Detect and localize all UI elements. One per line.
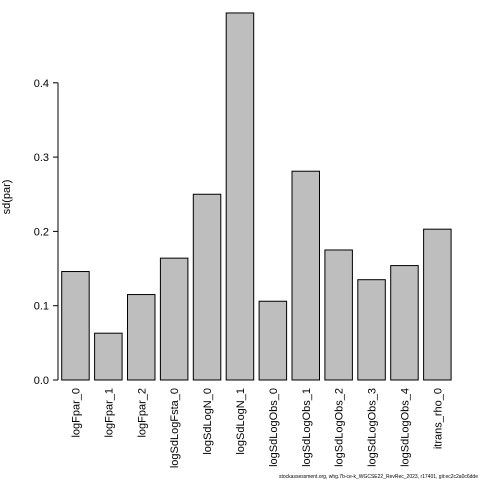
bar-logSdLogObs_0 (258, 300, 288, 381)
x-tick-label: logFpar_0 (70, 388, 82, 438)
y-axis-label: sd(par) (1, 180, 13, 215)
y-tick-label: 0.2 (34, 226, 49, 238)
bar-logSdLogN_0 (192, 193, 222, 381)
bar-logSdLogObs_4 (390, 265, 419, 381)
bar-logFpar_2 (127, 294, 156, 381)
x-tick-label: logSdLogObs_3 (367, 388, 379, 467)
x-tick-label: logFpar_1 (103, 388, 115, 438)
bar-logFpar_0 (61, 271, 90, 381)
y-tick-label: 0.1 (34, 301, 49, 313)
x-tick-label: logSdLogObs_2 (334, 388, 346, 467)
x-tick-label: logFpar_2 (136, 388, 148, 438)
x-tick-label: itrans_rho_0 (432, 388, 444, 449)
y-tick-label: 0.4 (34, 78, 49, 90)
bars (61, 12, 452, 381)
bar-logFpar_1 (94, 332, 123, 381)
x-tick-label: logSdLogObs_4 (399, 388, 411, 467)
bar-logSdLogObs_1 (291, 170, 320, 381)
bar-logSdLogN_1 (225, 12, 255, 381)
bar-logSdLogObs_2 (324, 249, 353, 381)
footer-caption: stockassessment.org, whg.7b-ce-k_WGCSE22… (279, 474, 478, 480)
x-tick-label: logSdLogN_0 (202, 388, 214, 455)
x-tick-label: logSdLogObs_1 (301, 388, 313, 467)
x-tick-label: logSdLogN_1 (235, 388, 247, 455)
bar-logSdLogObs_3 (357, 279, 386, 381)
x-tick-label: logSdLogObs_0 (268, 388, 280, 467)
y-tick-label: 0.0 (34, 375, 49, 387)
x-tick-label: logSdLogFsta_0 (169, 388, 181, 468)
y-tick-label: 0.3 (34, 152, 49, 164)
bar-itrans_rho_0 (423, 228, 452, 381)
bar-logSdLogFsta_0 (159, 257, 189, 381)
y-axis: 0.0 0.1 0.2 0.3 0.4 (34, 78, 59, 387)
x-tick-labels: logFpar_0 logFpar_1 logFpar_2 logSdLogFsta_… (70, 388, 444, 468)
